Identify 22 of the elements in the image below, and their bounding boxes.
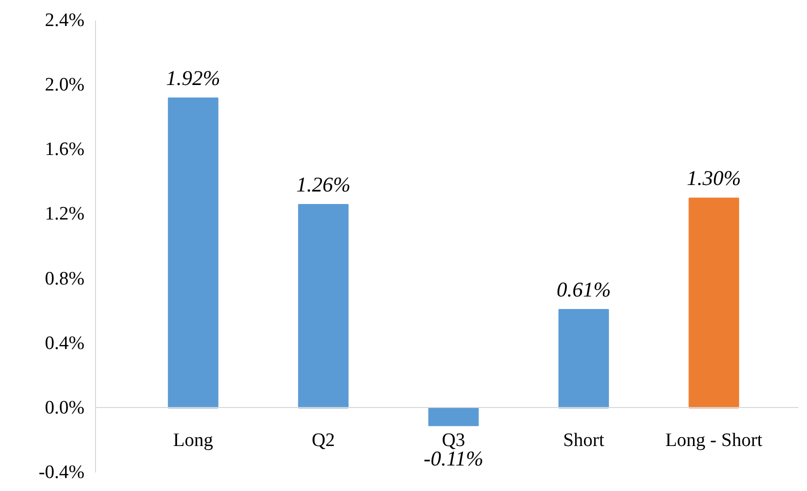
data-label: 1.30% (686, 166, 742, 190)
x-tick-label: Q3 (442, 430, 466, 451)
y-tick-label: 1.6% (44, 139, 85, 160)
y-tick-label: 2.0% (44, 74, 85, 96)
y-tick-label: 0.4% (44, 332, 85, 354)
x-tick-label: Long (173, 430, 214, 451)
data-label: 1.92% (166, 66, 220, 90)
y-tick-label: 0.0% (44, 397, 85, 418)
x-tick-label: Short (563, 430, 605, 451)
bar (298, 204, 349, 408)
x-tick-label: Long - Short (665, 430, 764, 451)
y-tick-label: 2.4% (44, 10, 85, 31)
y-tick-label: 0.8% (44, 268, 85, 290)
bar (168, 97, 218, 408)
bar (688, 198, 740, 408)
bar (558, 308, 609, 408)
y-tick-label: 1.2% (44, 204, 85, 225)
data-label: 0.61% (556, 277, 611, 302)
bar (428, 407, 479, 426)
y-tick-label: -0.4% (38, 462, 85, 483)
data-label: 1.26% (296, 172, 350, 197)
x-tick-label: Q2 (312, 430, 335, 451)
